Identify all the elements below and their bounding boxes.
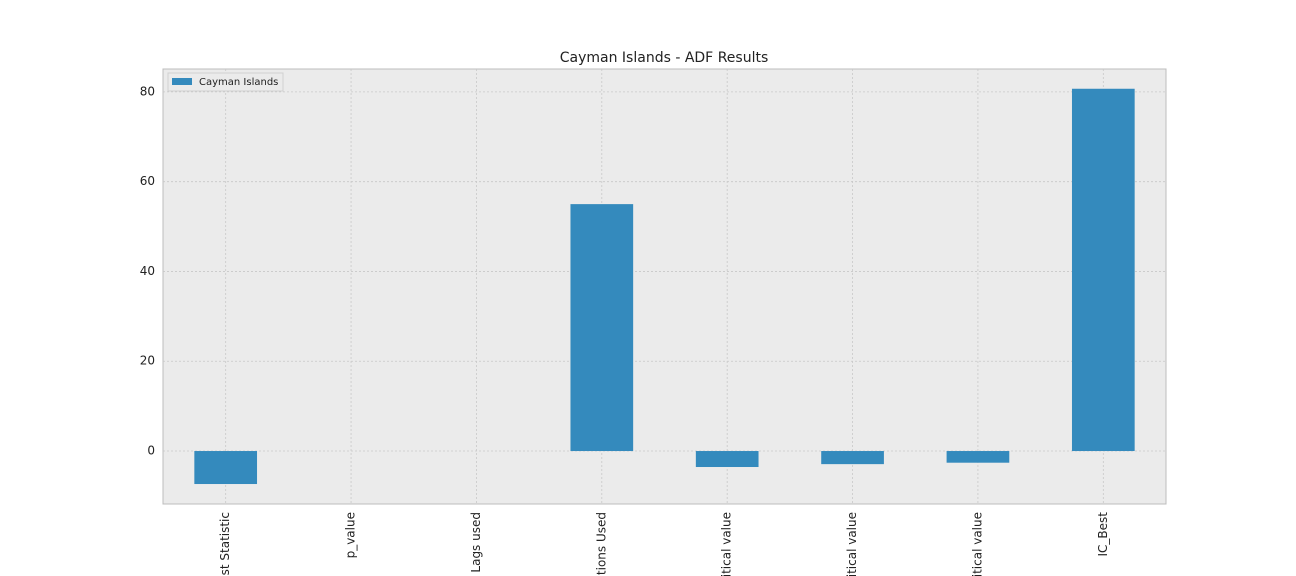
chart-title: Cayman Islands - ADF Results [560,50,769,66]
bar [695,451,759,468]
bar [946,451,1010,463]
legend-swatch [172,78,192,85]
bar [1071,88,1135,452]
x-tick-label: ritical value [845,512,859,576]
y-tick-label: 60 [140,174,155,188]
x-tick-label: Lags used [469,512,483,573]
y-tick-label: 80 [140,84,155,98]
x-tick-label: ritical value [970,512,984,576]
x-tick-label: ations Used [594,512,608,576]
x-tick-label: p_value [344,512,358,558]
y-tick-label: 0 [147,444,155,458]
plot-area [162,68,1167,505]
x-tick-label: IC_Best [1096,512,1110,557]
y-tick-label: 40 [140,264,155,278]
x-tick-label: ritical value [720,512,734,576]
legend-box [167,72,284,92]
y-tick-label: 20 [140,354,155,368]
legend-label: Cayman Islands [199,77,278,88]
bar [194,451,258,485]
bar [570,204,634,452]
x-tick-label: est Statistic [218,512,232,576]
bar [821,451,884,465]
legend: Cayman Islands [167,72,284,92]
